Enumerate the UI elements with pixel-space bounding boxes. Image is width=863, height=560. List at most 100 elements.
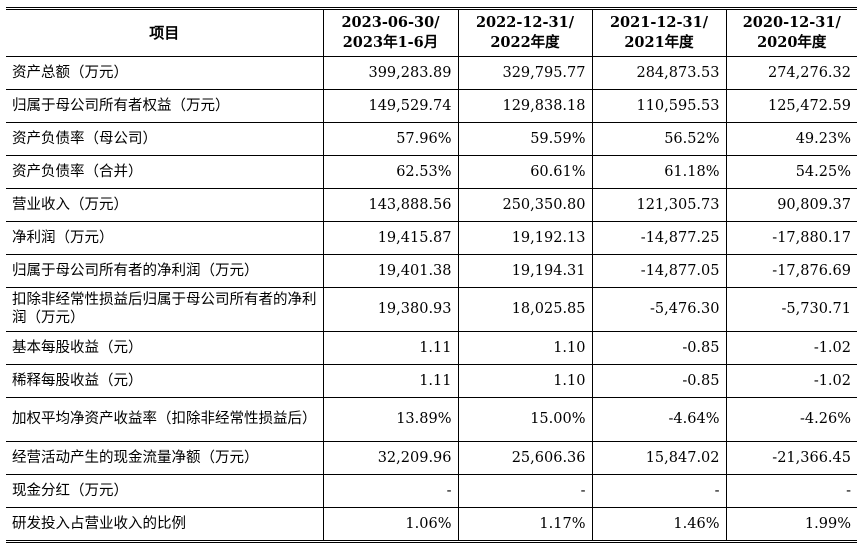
cell-value: - — [725, 473, 857, 508]
cell-value: 54.25% — [725, 154, 857, 189]
table-row: 扣除非经常性损益后归属于母公司所有者的净利润（万元） 19,380.93 18,… — [6, 286, 857, 332]
row-label: 现金分红（万元） — [6, 473, 324, 508]
header-item: 项目 — [6, 10, 324, 57]
cell-value: 19,194.31 — [457, 253, 593, 288]
cell-value: 18,025.85 — [457, 286, 593, 332]
table-row: 经营活动产生的现金流量净额（万元） 32,209.96 25,606.36 15… — [6, 440, 857, 475]
cell-value: 1.06% — [322, 506, 459, 540]
cell-value: -4.26% — [725, 396, 857, 442]
cell-value: 329,795.77 — [457, 55, 593, 90]
table-row: 归属于母公司所有者的净利润（万元） 19,401.38 19,194.31 -1… — [6, 253, 857, 288]
cell-value: 125,472.59 — [725, 88, 857, 123]
cell-value: -21,366.45 — [725, 440, 857, 475]
cell-value: 1.17% — [457, 506, 593, 540]
cell-value: -5,730.71 — [725, 286, 857, 332]
cell-value: - — [322, 473, 459, 508]
cell-value: 121,305.73 — [591, 187, 727, 222]
row-label: 资产总额（万元） — [6, 55, 324, 90]
header-row: 项目 2023-06-30/ 2023年1-6月 2022-12-31/ 202… — [6, 10, 857, 57]
cell-value: 1.99% — [725, 506, 857, 540]
cell-value: -14,877.25 — [591, 220, 727, 255]
cell-value: - — [591, 473, 727, 508]
table-row: 资产负债率（合并） 62.53% 60.61% 61.18% 54.25% — [6, 154, 857, 189]
cell-value: -0.85 — [591, 363, 727, 398]
cell-value: -14,877.05 — [591, 253, 727, 288]
header-col-2023h1-date: 2023-06-30/ — [341, 13, 440, 31]
cell-value: 25,606.36 — [457, 440, 593, 475]
header-col-2022-period: 2022年度 — [490, 33, 560, 51]
financial-summary-table: 项目 2023-06-30/ 2023年1-6月 2022-12-31/ 202… — [6, 7, 857, 543]
cell-value: 62.53% — [322, 154, 459, 189]
cell-value: 19,401.38 — [322, 253, 459, 288]
header-col-2021-date: 2021-12-31/ — [609, 13, 709, 31]
cell-value: -5,476.30 — [591, 286, 727, 332]
header-col-2020-period: 2020年度 — [757, 33, 827, 51]
table-row: 资产总额（万元） 399,283.89 329,795.77 284,873.5… — [6, 55, 857, 90]
header-col-2020: 2020-12-31/ 2020年度 — [725, 10, 857, 57]
header-col-2022-date: 2022-12-31/ — [475, 13, 575, 31]
header-col-2021: 2021-12-31/ 2021年度 — [591, 10, 727, 57]
row-label: 资产负债率（母公司） — [6, 121, 324, 156]
cell-value: 1.46% — [591, 506, 727, 540]
cell-value: 57.96% — [322, 121, 459, 156]
cell-value: -17,880.17 — [725, 220, 857, 255]
cell-value: 90,809.37 — [725, 187, 857, 222]
cell-value: 1.11 — [322, 363, 459, 398]
table-row: 归属于母公司所有者权益（万元） 149,529.74 129,838.18 11… — [6, 88, 857, 123]
row-label: 基本每股收益（元） — [6, 330, 324, 365]
row-label: 资产负债率（合并） — [6, 154, 324, 189]
cell-value: 399,283.89 — [322, 55, 459, 90]
header-col-2022: 2022-12-31/ 2022年度 — [457, 10, 593, 57]
cell-value: -1.02 — [725, 363, 857, 398]
table-row: 净利润（万元） 19,415.87 19,192.13 -14,877.25 -… — [6, 220, 857, 255]
header-col-2021-period: 2021年度 — [624, 33, 694, 51]
cell-value: -0.85 — [591, 330, 727, 365]
header-col-2020-date: 2020-12-31/ — [742, 13, 841, 31]
cell-value: 250,350.80 — [457, 187, 593, 222]
table-row: 研发投入占营业收入的比例 1.06% 1.17% 1.46% 1.99% — [6, 506, 857, 540]
cell-value: 56.52% — [591, 121, 727, 156]
cell-value: 19,192.13 — [457, 220, 593, 255]
cell-value: 19,380.93 — [322, 286, 459, 332]
cell-value: 149,529.74 — [322, 88, 459, 123]
cell-value: 143,888.56 — [322, 187, 459, 222]
row-label: 归属于母公司所有者的净利润（万元） — [6, 253, 324, 288]
cell-value: 1.10 — [457, 330, 593, 365]
cell-value: 1.10 — [457, 363, 593, 398]
row-label: 归属于母公司所有者权益（万元） — [6, 88, 324, 123]
cell-value: 19,415.87 — [322, 220, 459, 255]
row-label: 稀释每股收益（元） — [6, 363, 324, 398]
row-label: 经营活动产生的现金流量净额（万元） — [6, 440, 324, 475]
table-row: 稀释每股收益（元） 1.11 1.10 -0.85 -1.02 — [6, 363, 857, 398]
cell-value: -1.02 — [725, 330, 857, 365]
cell-value: - — [457, 473, 593, 508]
table-row: 资产负债率（母公司） 57.96% 59.59% 56.52% 49.23% — [6, 121, 857, 156]
cell-value: -4.64% — [591, 396, 727, 442]
cell-value: 32,209.96 — [322, 440, 459, 475]
cell-value: 1.11 — [322, 330, 459, 365]
cell-value: 284,873.53 — [591, 55, 727, 90]
cell-value: 49.23% — [725, 121, 857, 156]
row-label: 加权平均净资产收益率（扣除非经常性损益后） — [6, 396, 324, 442]
table-row: 现金分红（万元） - - - - — [6, 473, 857, 508]
cell-value: 61.18% — [591, 154, 727, 189]
cell-value: 274,276.32 — [725, 55, 857, 90]
row-label: 营业收入（万元） — [6, 187, 324, 222]
cell-value: 129,838.18 — [457, 88, 593, 123]
financial-table: 项目 2023-06-30/ 2023年1-6月 2022-12-31/ 202… — [6, 10, 857, 540]
row-label: 扣除非经常性损益后归属于母公司所有者的净利润（万元） — [6, 286, 324, 332]
cell-value: 59.59% — [457, 121, 593, 156]
cell-value: 15,847.02 — [591, 440, 727, 475]
table-row: 营业收入（万元） 143,888.56 250,350.80 121,305.7… — [6, 187, 857, 222]
table-row: 基本每股收益（元） 1.11 1.10 -0.85 -1.02 — [6, 330, 857, 365]
cell-value: 13.89% — [322, 396, 459, 442]
table-row: 加权平均净资产收益率（扣除非经常性损益后） 13.89% 15.00% -4.6… — [6, 396, 857, 442]
header-col-2023h1: 2023-06-30/ 2023年1-6月 — [322, 10, 459, 57]
row-label: 研发投入占营业收入的比例 — [6, 506, 324, 540]
cell-value: 15.00% — [457, 396, 593, 442]
row-label: 净利润（万元） — [6, 220, 324, 255]
cell-value: 110,595.53 — [591, 88, 727, 123]
cell-value: -17,876.69 — [725, 253, 857, 288]
header-col-2023h1-period: 2023年1-6月 — [342, 33, 439, 51]
cell-value: 60.61% — [457, 154, 593, 189]
